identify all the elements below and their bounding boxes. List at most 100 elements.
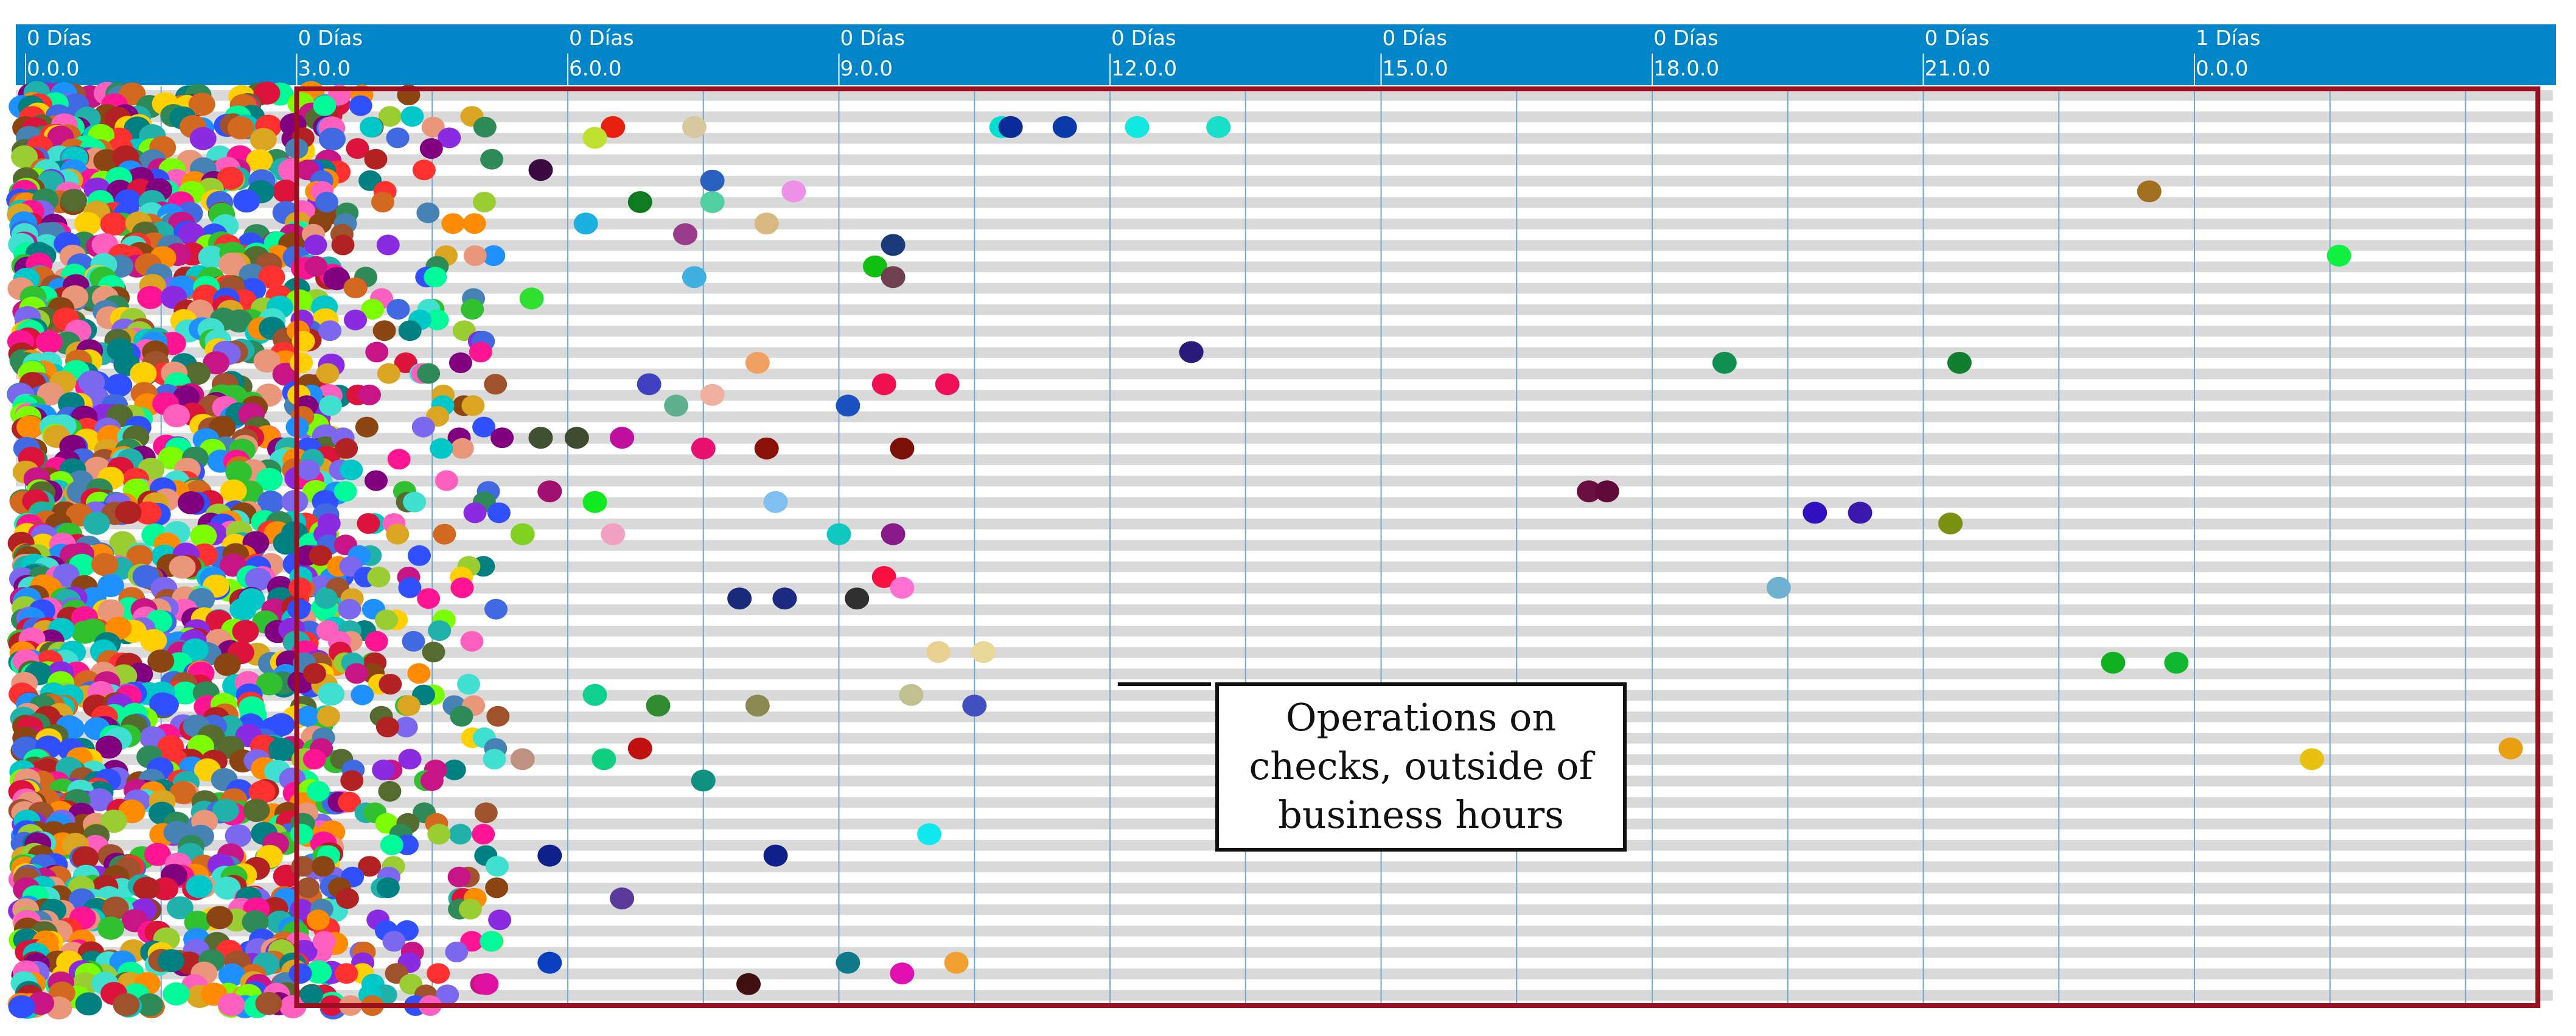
point bbox=[296, 705, 319, 727]
point bbox=[331, 234, 355, 256]
point bbox=[2164, 651, 2189, 674]
point bbox=[314, 588, 338, 609]
point bbox=[601, 116, 626, 138]
point bbox=[189, 127, 217, 150]
point bbox=[2137, 180, 2162, 203]
tick-label-time: 0.0.0 bbox=[2196, 57, 2249, 81]
point bbox=[582, 491, 607, 513]
point bbox=[488, 909, 512, 931]
tick-label-day: 1 Días bbox=[2196, 26, 2261, 51]
point bbox=[359, 116, 383, 138]
point bbox=[214, 877, 241, 900]
point bbox=[333, 481, 357, 502]
row-stripe bbox=[16, 475, 2553, 487]
point bbox=[162, 982, 190, 1006]
highlight-region-box bbox=[294, 86, 2541, 1008]
point bbox=[890, 437, 915, 460]
row-stripe bbox=[16, 133, 2553, 144]
point bbox=[318, 320, 342, 341]
point bbox=[646, 695, 671, 717]
point bbox=[357, 513, 380, 534]
point bbox=[1206, 116, 1231, 138]
point bbox=[427, 963, 450, 984]
point bbox=[358, 856, 382, 877]
point bbox=[387, 449, 411, 470]
point bbox=[218, 963, 245, 987]
point bbox=[242, 910, 269, 934]
point bbox=[172, 681, 199, 705]
point bbox=[469, 341, 492, 363]
point bbox=[304, 256, 328, 277]
point bbox=[97, 599, 125, 623]
row-stripe bbox=[16, 347, 2553, 358]
point bbox=[421, 116, 445, 138]
point bbox=[372, 759, 396, 780]
point bbox=[461, 395, 485, 416]
point bbox=[417, 363, 441, 384]
point bbox=[312, 931, 336, 952]
point bbox=[1848, 502, 1873, 524]
point bbox=[113, 993, 140, 1017]
tick-label-time: 9.0.0 bbox=[840, 57, 893, 81]
tick-label-time: 3.0.0 bbox=[298, 57, 351, 81]
point bbox=[144, 842, 171, 866]
point bbox=[402, 631, 425, 652]
tick-label-time: 18.0.0 bbox=[1653, 57, 1719, 81]
point bbox=[411, 416, 435, 438]
row-stripe bbox=[16, 433, 2553, 444]
point bbox=[610, 887, 635, 909]
point bbox=[537, 480, 562, 503]
point bbox=[416, 202, 440, 223]
row-stripe bbox=[16, 668, 2553, 679]
point bbox=[335, 963, 358, 984]
point bbox=[296, 877, 320, 898]
row-stripe bbox=[16, 904, 2553, 915]
point bbox=[163, 404, 190, 428]
row-stripe bbox=[16, 583, 2553, 594]
point bbox=[763, 491, 788, 513]
point bbox=[100, 212, 127, 236]
point bbox=[100, 810, 127, 833]
point bbox=[72, 846, 99, 870]
point bbox=[361, 299, 385, 320]
point bbox=[126, 545, 153, 569]
point bbox=[472, 824, 495, 845]
point bbox=[472, 192, 496, 212]
point bbox=[944, 951, 969, 974]
point bbox=[212, 799, 239, 822]
point bbox=[528, 159, 553, 181]
point bbox=[836, 951, 860, 974]
point bbox=[86, 788, 113, 811]
point bbox=[378, 781, 402, 802]
point bbox=[2498, 737, 2523, 760]
point bbox=[926, 641, 951, 663]
point bbox=[364, 470, 388, 491]
point bbox=[899, 684, 924, 706]
point bbox=[890, 576, 915, 599]
point bbox=[375, 609, 399, 631]
point bbox=[102, 896, 129, 920]
point bbox=[2326, 245, 2351, 267]
point bbox=[2101, 651, 2126, 674]
tick-label-time: 6.0.0 bbox=[569, 57, 622, 81]
tick-label-day: 0 Días bbox=[27, 26, 92, 51]
point bbox=[1179, 341, 1204, 363]
point bbox=[486, 705, 510, 727]
point bbox=[35, 331, 63, 354]
point bbox=[226, 309, 253, 333]
point bbox=[394, 716, 418, 738]
point bbox=[302, 663, 326, 684]
point bbox=[250, 128, 277, 152]
point bbox=[403, 491, 427, 513]
row-stripe bbox=[16, 968, 2553, 979]
row-stripe bbox=[16, 990, 2553, 1001]
point bbox=[323, 267, 351, 290]
point bbox=[482, 245, 506, 266]
point bbox=[1766, 576, 1791, 599]
point bbox=[335, 438, 358, 459]
point bbox=[487, 502, 511, 523]
point bbox=[537, 844, 562, 867]
row-stripe bbox=[16, 111, 2553, 122]
point bbox=[243, 799, 270, 822]
point bbox=[754, 437, 779, 460]
